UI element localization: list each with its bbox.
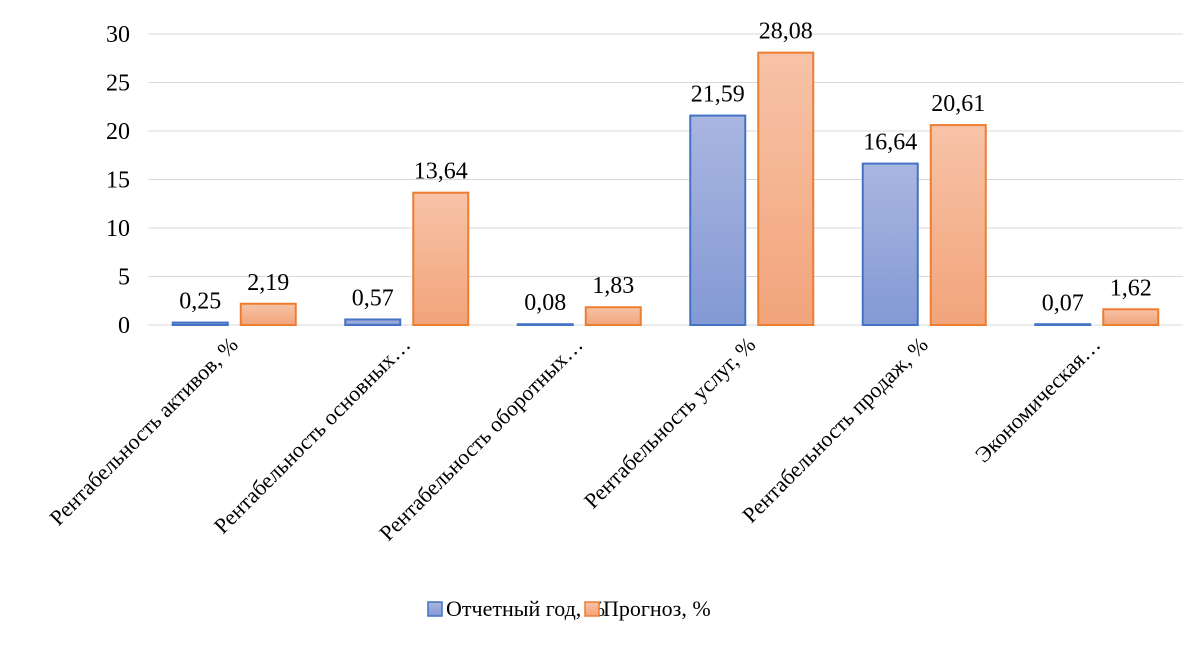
y-tick-label: 0 <box>118 313 130 339</box>
bar-series-1 <box>1034 323 1092 327</box>
data-label: 13,64 <box>414 159 468 185</box>
category-label: Рентабельность оборотных… <box>374 332 588 546</box>
bar-series-2 <box>1102 308 1160 327</box>
legend-swatch <box>427 601 443 617</box>
legend: Отчетный год, %Прогноз, % <box>427 596 711 621</box>
data-label: 21,59 <box>691 82 745 108</box>
bar-series-1 <box>689 114 747 327</box>
y-tick-label: 20 <box>106 119 130 145</box>
bars <box>171 51 1160 327</box>
category-label: Экономическая… <box>970 332 1105 467</box>
bar-series-2 <box>412 191 470 326</box>
data-label: 0,07 <box>1042 290 1084 316</box>
y-tick-label: 25 <box>106 71 130 97</box>
data-label: 0,25 <box>179 289 221 315</box>
legend-label: Прогноз, % <box>603 596 711 621</box>
bar-series-1 <box>344 318 402 327</box>
category-label: Рентабельность услуг, % <box>579 332 760 513</box>
category-label: Рентабельность продаж, % <box>737 332 933 528</box>
bar-series-1 <box>516 323 574 327</box>
bar-series-2 <box>929 124 987 327</box>
legend-swatch <box>584 601 600 617</box>
y-tick-label: 30 <box>106 22 130 48</box>
data-label: 2,19 <box>247 270 289 296</box>
bar-series-2 <box>757 51 815 327</box>
gridlines <box>148 33 1183 326</box>
bar-series-2 <box>239 302 297 326</box>
data-label: 20,61 <box>931 91 985 117</box>
legend-label: Отчетный год, % <box>446 596 605 621</box>
category-label: Рентабельность основных… <box>209 332 416 539</box>
data-label: 0,08 <box>524 290 566 316</box>
data-label: 28,08 <box>759 19 813 45</box>
data-labels: 0,25 2,19 0,57 13,64 0,08 1,83 21,59 28,08 16,64… <box>179 19 1152 317</box>
y-tick-label: 5 <box>118 265 130 291</box>
bar-series-1 <box>171 321 229 327</box>
category-label: Рентабельность активов, % <box>44 332 242 530</box>
bar-series-1 <box>861 162 919 326</box>
data-label: 16,64 <box>863 130 917 156</box>
y-tick-label: 10 <box>106 216 130 242</box>
data-label: 0,57 <box>352 285 394 311</box>
data-label: 1,62 <box>1110 275 1152 301</box>
x-axis-labels: Рентабельность активов, %Рентабельность … <box>44 332 1105 546</box>
y-tick-label: 15 <box>106 168 130 194</box>
y-axis-ticks: 0 5 10 15 20 25 30 <box>106 22 130 339</box>
data-label: 1,83 <box>592 273 634 299</box>
bar-series-2 <box>584 306 642 326</box>
